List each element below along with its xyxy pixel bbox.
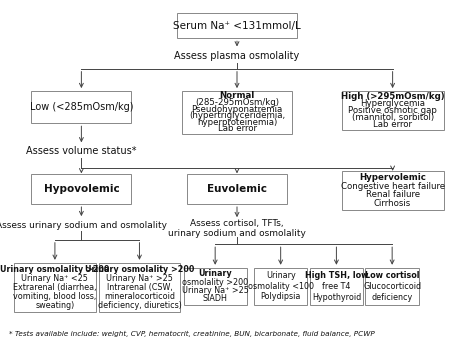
Text: Assess volume status*: Assess volume status* (26, 146, 137, 156)
Text: Urinary Na⁺ <25: Urinary Na⁺ <25 (21, 274, 88, 283)
Text: Low cortisol: Low cortisol (365, 271, 419, 280)
Bar (341, 171, 444, 210)
Text: hyperproteinemia): hyperproteinemia) (197, 118, 277, 127)
Text: Low (<285mOsm/kg): Low (<285mOsm/kg) (30, 102, 133, 112)
Text: Hyperglycemia: Hyperglycemia (360, 99, 425, 108)
Text: Glucocorticoid: Glucocorticoid (363, 282, 421, 291)
Text: SIADH: SIADH (203, 294, 228, 303)
Text: Urinary: Urinary (198, 269, 232, 278)
Text: Lab error: Lab error (373, 120, 412, 129)
Text: (mannitol, sorbitol): (mannitol, sorbitol) (352, 113, 434, 122)
Text: Urinary Na⁺ >25: Urinary Na⁺ >25 (182, 286, 248, 295)
Text: Serum Na⁺ <131mmol/L: Serum Na⁺ <131mmol/L (173, 20, 301, 31)
Text: vomiting, blood loss,: vomiting, blood loss, (13, 292, 97, 301)
Text: Hypovolemic: Hypovolemic (44, 184, 119, 194)
Text: Positive osmotic gap: Positive osmotic gap (348, 106, 437, 115)
Text: osmolality >200: osmolality >200 (182, 278, 248, 287)
Text: Cirrhosis: Cirrhosis (374, 199, 411, 208)
Text: * Tests available include: weight, CVP, hematocrit, creatinine, BUN, bicarbonate: * Tests available include: weight, CVP, … (9, 331, 375, 337)
Text: Assess plasma osmolality: Assess plasma osmolality (174, 51, 300, 61)
Text: Congestive heart failure: Congestive heart failure (340, 182, 445, 191)
Text: deficiency, diuretics): deficiency, diuretics) (98, 301, 182, 310)
Text: sweating): sweating) (35, 301, 74, 310)
Bar (182, 91, 292, 134)
Text: High TSH, low: High TSH, low (305, 271, 368, 280)
Bar (187, 174, 287, 204)
Text: Extrarenal (diarrhea,: Extrarenal (diarrhea, (13, 283, 97, 292)
Text: Hypothyroid: Hypothyroid (312, 293, 361, 302)
Text: Hypervolemic: Hypervolemic (359, 173, 426, 182)
Bar (184, 268, 246, 305)
Text: Euvolemic: Euvolemic (207, 184, 267, 194)
Bar (254, 268, 307, 305)
Text: Urinary
osmolality <100
Polydipsia: Urinary osmolality <100 Polydipsia (247, 271, 314, 301)
Text: Urinary Na⁺ >25: Urinary Na⁺ >25 (106, 274, 173, 283)
Text: Normal: Normal (219, 92, 255, 100)
Text: Assess urinary sodium and osmolality: Assess urinary sodium and osmolality (0, 221, 167, 230)
Text: mineralocorticoid: mineralocorticoid (104, 292, 175, 301)
Text: (285-295mOsm/kg): (285-295mOsm/kg) (195, 98, 279, 107)
Text: Renal failure: Renal failure (365, 191, 419, 199)
Text: Urinary osmolality >200: Urinary osmolality >200 (0, 265, 109, 274)
Text: free T4: free T4 (322, 282, 351, 291)
Bar (31, 91, 131, 123)
Text: Pseudohyponatremia: Pseudohyponatremia (191, 104, 283, 113)
Bar (365, 268, 419, 305)
Bar (177, 13, 297, 38)
Bar (341, 91, 444, 130)
Text: deficiency: deficiency (372, 293, 413, 302)
Text: Lab error: Lab error (218, 124, 256, 133)
Text: Intrarenal (CSW,: Intrarenal (CSW, (107, 283, 173, 292)
Text: High (>295mOsm/kg): High (>295mOsm/kg) (341, 92, 445, 101)
Bar (310, 268, 363, 305)
Bar (99, 263, 180, 312)
Text: Assess cortisol, TFTs,
urinary sodium and osmolality: Assess cortisol, TFTs, urinary sodium an… (168, 219, 306, 238)
Text: (hypertriglyceridemia,: (hypertriglyceridemia, (189, 111, 285, 120)
Bar (14, 263, 96, 312)
Text: Urinary osmolality >200: Urinary osmolality >200 (85, 265, 194, 274)
Bar (31, 174, 131, 204)
